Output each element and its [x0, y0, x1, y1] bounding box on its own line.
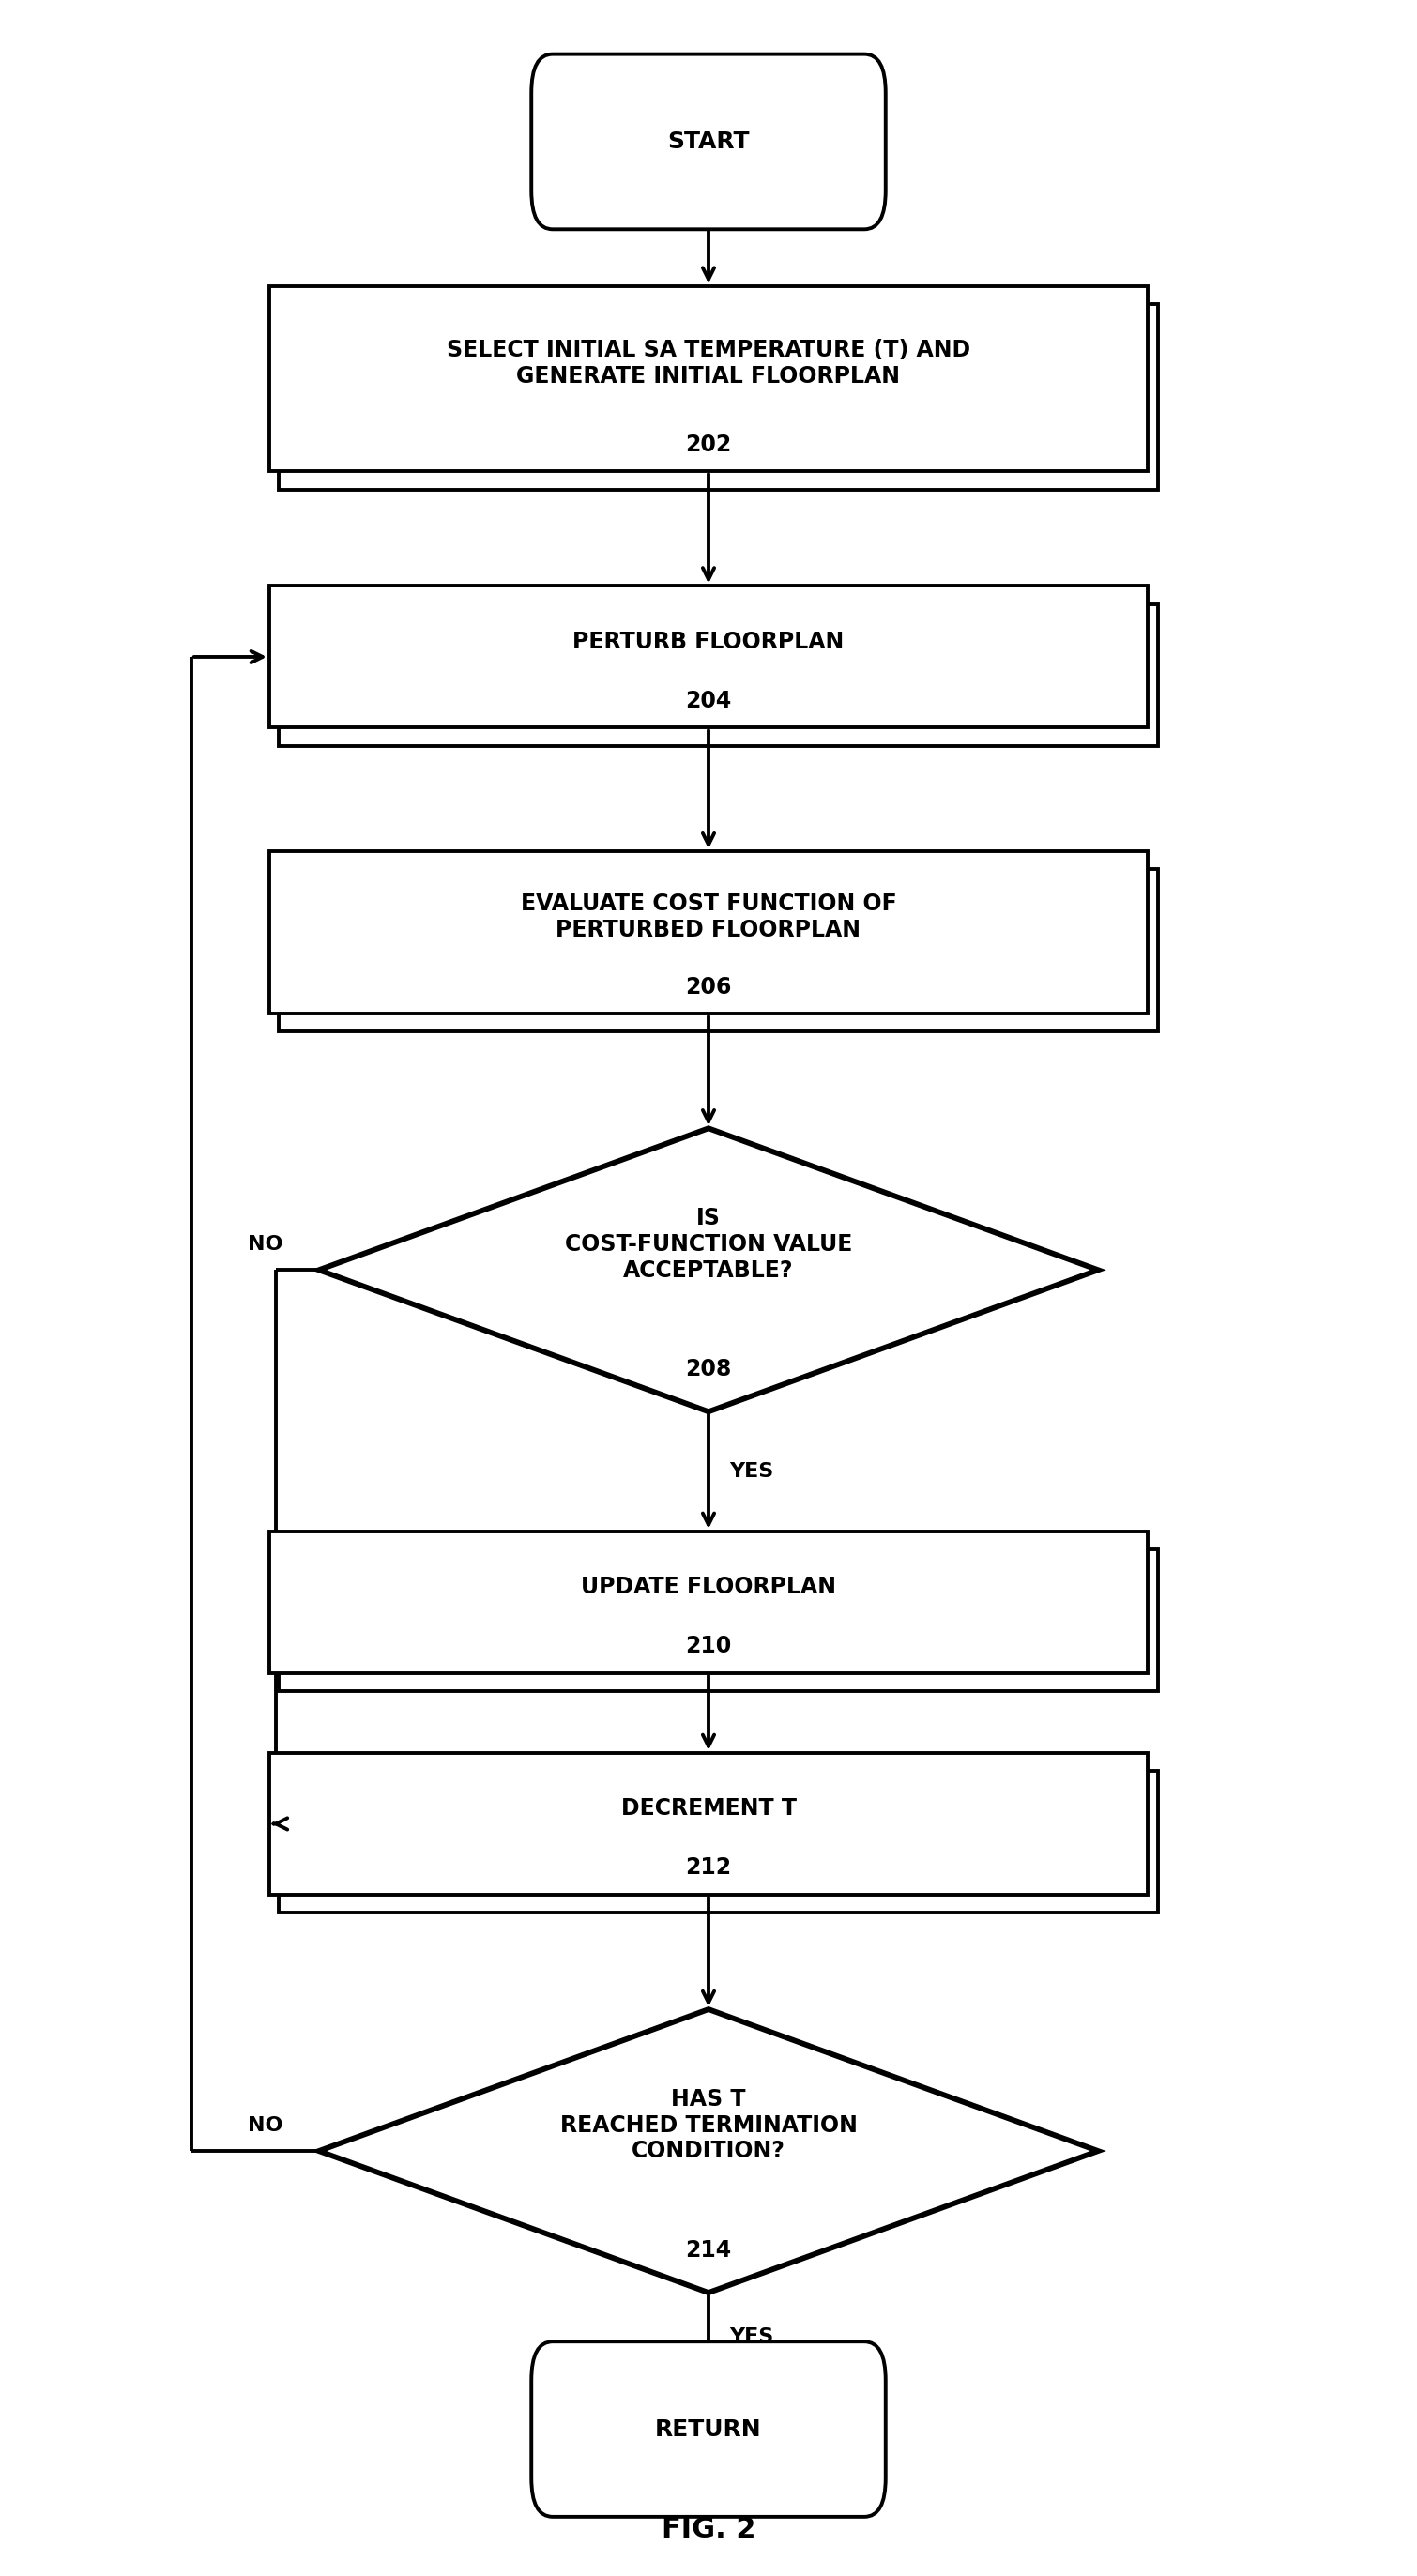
FancyBboxPatch shape [269, 1530, 1148, 1674]
FancyBboxPatch shape [279, 1551, 1158, 1692]
Text: SELECT INITIAL SA TEMPERATURE (T) AND
GENERATE INITIAL FLOORPLAN: SELECT INITIAL SA TEMPERATURE (T) AND GE… [446, 340, 971, 386]
Text: UPDATE FLOORPLAN: UPDATE FLOORPLAN [581, 1577, 836, 1597]
Text: 204: 204 [686, 690, 731, 711]
Text: YES: YES [730, 1463, 774, 1481]
Text: PERTURB FLOORPLAN: PERTURB FLOORPLAN [572, 631, 845, 652]
Text: FIG. 2: FIG. 2 [662, 2517, 755, 2543]
FancyBboxPatch shape [269, 286, 1148, 471]
FancyBboxPatch shape [269, 585, 1148, 726]
FancyBboxPatch shape [279, 304, 1158, 489]
FancyBboxPatch shape [531, 54, 886, 229]
FancyBboxPatch shape [279, 868, 1158, 1030]
FancyBboxPatch shape [531, 2342, 886, 2517]
Text: IS
COST-FUNCTION VALUE
ACCEPTABLE?: IS COST-FUNCTION VALUE ACCEPTABLE? [565, 1208, 852, 1280]
Text: NO: NO [248, 1234, 283, 1255]
Text: EVALUATE COST FUNCTION OF
PERTURBED FLOORPLAN: EVALUATE COST FUNCTION OF PERTURBED FLOO… [520, 894, 897, 940]
Polygon shape [319, 1128, 1098, 1412]
Text: RETURN: RETURN [655, 2419, 762, 2439]
Text: 206: 206 [686, 976, 731, 997]
Text: START: START [667, 131, 750, 152]
FancyBboxPatch shape [269, 850, 1148, 1012]
Text: 210: 210 [686, 1636, 731, 1659]
Text: 214: 214 [686, 2239, 731, 2262]
Text: 208: 208 [686, 1358, 731, 1381]
Text: 202: 202 [686, 433, 731, 456]
FancyBboxPatch shape [279, 603, 1158, 747]
Text: HAS T
REACHED TERMINATION
CONDITION?: HAS T REACHED TERMINATION CONDITION? [560, 2089, 857, 2161]
FancyBboxPatch shape [269, 1754, 1148, 1896]
Polygon shape [319, 2009, 1098, 2293]
Text: 212: 212 [686, 1857, 731, 1880]
Text: YES: YES [730, 2326, 774, 2347]
Text: NO: NO [248, 2115, 283, 2136]
Text: DECREMENT T: DECREMENT T [621, 1798, 796, 1819]
FancyBboxPatch shape [279, 1772, 1158, 1911]
